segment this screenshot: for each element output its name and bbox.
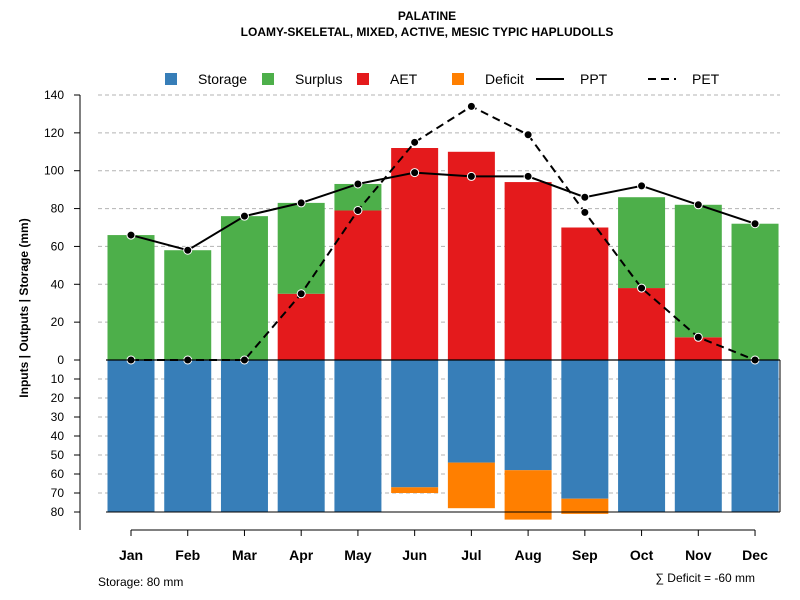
pet-point bbox=[637, 283, 647, 293]
x-tick-label: Jan bbox=[119, 547, 143, 563]
legend-swatch bbox=[357, 73, 369, 85]
storage-bar bbox=[618, 360, 666, 512]
aet-bar bbox=[334, 210, 382, 360]
legend-label: AET bbox=[390, 71, 418, 87]
y-tick-label: 140 bbox=[44, 88, 64, 102]
aet-bar bbox=[504, 182, 552, 360]
surplus-bar bbox=[674, 204, 722, 338]
legend-swatch bbox=[262, 73, 274, 85]
x-tick-label: Oct bbox=[630, 547, 654, 563]
x-tick-label: Dec bbox=[742, 547, 768, 563]
ppt-point bbox=[353, 179, 363, 189]
legend-label: Surplus bbox=[295, 71, 342, 87]
y-tick-label: 40 bbox=[51, 277, 65, 291]
storage-bar bbox=[220, 360, 268, 512]
x-tick-label: Mar bbox=[232, 547, 257, 563]
grid-lines bbox=[98, 94, 780, 494]
pet-point bbox=[353, 205, 363, 215]
surplus-bar bbox=[618, 197, 666, 289]
storage-bar bbox=[277, 360, 325, 512]
x-tick-label: Apr bbox=[289, 547, 314, 563]
x-tick-label: May bbox=[344, 547, 371, 563]
pet-point bbox=[523, 130, 533, 140]
storage-bar bbox=[164, 360, 212, 512]
ppt-point bbox=[239, 211, 249, 221]
surplus-bar bbox=[731, 223, 779, 360]
y-tick-label: 0 bbox=[57, 353, 64, 367]
y-tick-label: 10 bbox=[51, 372, 65, 386]
legend: Storage Surplus AET Deficit PPT PET bbox=[165, 71, 720, 87]
legend-label: PPT bbox=[580, 71, 608, 87]
storage-bar bbox=[731, 360, 779, 512]
y-tick-label: 20 bbox=[51, 315, 65, 329]
storage-bar bbox=[391, 360, 439, 488]
storage-bar bbox=[674, 360, 722, 512]
y-tick-label: 60 bbox=[51, 467, 65, 481]
pet-point bbox=[693, 332, 703, 342]
x-tick-label: Nov bbox=[685, 547, 712, 563]
aet-bar bbox=[561, 227, 609, 360]
ppt-point bbox=[410, 168, 420, 178]
storage-note: Storage: 80 mm bbox=[98, 575, 183, 589]
y-tick-label: 100 bbox=[44, 164, 64, 178]
aet-bar bbox=[618, 288, 666, 360]
deficit-bar bbox=[561, 498, 609, 514]
y-tick-label: 20 bbox=[51, 391, 65, 405]
storage-bar bbox=[447, 360, 495, 463]
x-tick-label: Jun bbox=[402, 547, 427, 563]
aet-bar bbox=[277, 293, 325, 360]
deficit-note: ∑ Deficit = -60 mm bbox=[655, 571, 755, 585]
legend-label: Deficit bbox=[485, 71, 524, 87]
chart-title: PALATINE bbox=[398, 9, 456, 23]
ppt-point bbox=[523, 171, 533, 181]
surplus-bar bbox=[107, 235, 155, 360]
x-tick-label: Feb bbox=[175, 547, 200, 563]
axes: 0 20 40 60 80 100 120 140 10 20 30 40 50 60 70 80 Jan Feb… bbox=[44, 88, 781, 563]
ppt-point bbox=[750, 219, 760, 229]
legend-swatch bbox=[165, 73, 177, 85]
surplus-bar bbox=[164, 250, 212, 360]
x-tick-label: Aug bbox=[515, 547, 542, 563]
y-tick-label: 80 bbox=[51, 505, 65, 519]
pet-point bbox=[410, 137, 420, 147]
y-tick-label: 120 bbox=[44, 126, 64, 140]
legend-swatch bbox=[452, 73, 464, 85]
deficit-bar bbox=[391, 487, 439, 493]
x-tick-label: Jul bbox=[461, 547, 481, 563]
pet-point bbox=[466, 101, 476, 111]
aet-bar bbox=[447, 151, 495, 360]
legend-label: Storage bbox=[198, 71, 247, 87]
y-axis-label: Inputs | Outputs | Storage (mm) bbox=[17, 218, 31, 397]
y-tick-label: 30 bbox=[51, 410, 65, 424]
ppt-point bbox=[466, 171, 476, 181]
y-tick-label: 70 bbox=[51, 486, 65, 500]
y-tick-label: 50 bbox=[51, 448, 65, 462]
aet-bar bbox=[391, 148, 439, 360]
ppt-point bbox=[126, 230, 136, 240]
bars bbox=[107, 148, 779, 520]
ppt-point bbox=[637, 181, 647, 191]
storage-bar bbox=[561, 360, 609, 499]
ppt-point bbox=[693, 200, 703, 210]
pet-point bbox=[580, 207, 590, 217]
storage-bar bbox=[107, 360, 155, 512]
legend-label: PET bbox=[692, 71, 720, 87]
surplus-bar bbox=[277, 202, 325, 294]
deficit-bar bbox=[504, 470, 552, 520]
pet-point bbox=[296, 289, 306, 299]
y-tick-label: 80 bbox=[51, 202, 65, 216]
storage-bar bbox=[334, 360, 382, 512]
surplus-bar bbox=[220, 216, 268, 360]
ppt-line bbox=[130, 171, 756, 252]
deficit-bar bbox=[447, 462, 495, 509]
chart-subtitle: LOAMY-SKELETAL, MIXED, ACTIVE, MESIC TYP… bbox=[241, 25, 614, 39]
storage-bar bbox=[504, 360, 552, 471]
ppt-point bbox=[296, 198, 306, 208]
x-tick-label: Sep bbox=[572, 547, 598, 563]
y-tick-label: 60 bbox=[51, 239, 65, 253]
y-tick-label: 40 bbox=[51, 429, 65, 443]
ppt-point bbox=[580, 192, 590, 202]
ppt-point bbox=[183, 245, 193, 255]
